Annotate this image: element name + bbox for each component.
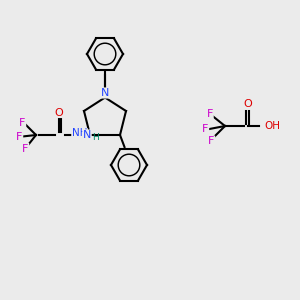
Text: O: O bbox=[54, 107, 63, 118]
Text: F: F bbox=[19, 118, 26, 128]
Text: F: F bbox=[22, 143, 29, 154]
Text: F: F bbox=[16, 131, 23, 142]
Text: F: F bbox=[202, 124, 209, 134]
Text: O: O bbox=[243, 99, 252, 109]
Text: F: F bbox=[208, 136, 215, 146]
Text: NH: NH bbox=[72, 128, 87, 139]
Text: H: H bbox=[92, 133, 99, 142]
Text: N: N bbox=[83, 130, 91, 140]
Text: N: N bbox=[101, 88, 109, 98]
Text: F: F bbox=[207, 109, 213, 119]
Text: OH: OH bbox=[265, 121, 281, 131]
